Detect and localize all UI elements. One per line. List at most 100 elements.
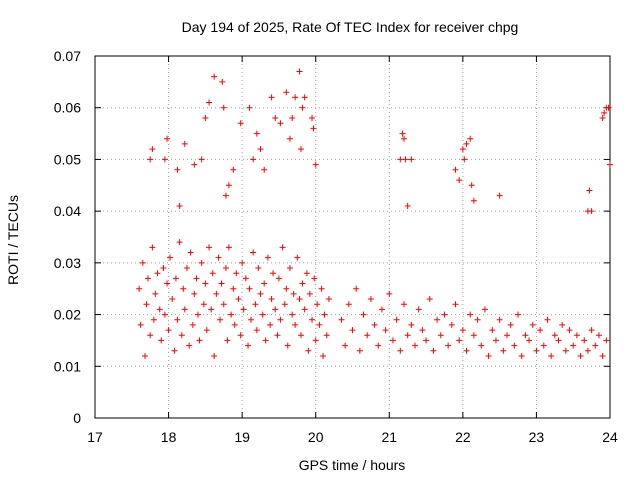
data-point — [437, 332, 444, 339]
data-point — [206, 244, 213, 251]
y-tick-label: 0.02 — [54, 307, 81, 323]
data-point — [467, 135, 474, 142]
data-point — [225, 182, 232, 189]
data-point — [292, 321, 299, 328]
grid — [95, 56, 610, 418]
data-point — [298, 146, 304, 153]
data-point — [152, 290, 159, 297]
data-point — [452, 166, 459, 173]
data-point — [511, 342, 518, 349]
data-point — [325, 296, 332, 303]
data-point — [573, 332, 580, 339]
data-point — [456, 177, 463, 184]
data-point — [222, 265, 229, 272]
data-point — [224, 337, 231, 344]
data-point — [301, 306, 308, 313]
data-point — [202, 115, 209, 122]
data-point — [165, 327, 172, 334]
data-point — [559, 321, 566, 328]
y-tick-label: 0.06 — [54, 100, 81, 116]
data-point — [286, 135, 293, 142]
data-point — [408, 156, 415, 163]
data-point — [195, 311, 201, 318]
data-point — [489, 327, 496, 334]
x-tick-label: 23 — [529, 429, 545, 445]
data-point — [289, 115, 296, 122]
data-point — [404, 332, 411, 339]
data-point — [371, 321, 378, 328]
chart-title: Day 194 of 2025, Rate Of TEC Index for r… — [182, 19, 519, 35]
data-point — [586, 187, 593, 194]
data-point — [311, 275, 318, 282]
data-point — [533, 347, 540, 354]
data-point — [167, 254, 174, 261]
data-point — [496, 192, 503, 199]
data-point — [202, 280, 209, 287]
data-point — [143, 301, 150, 308]
data-point — [378, 306, 385, 313]
data-point — [298, 332, 304, 339]
y-tick-label: 0.03 — [54, 255, 81, 271]
data-point — [174, 316, 181, 323]
data-point — [301, 94, 308, 101]
data-point — [463, 140, 470, 147]
data-point — [481, 306, 488, 313]
data-point — [215, 254, 222, 261]
data-point — [213, 290, 220, 297]
data-point — [275, 275, 282, 282]
x-tick-label: 24 — [602, 429, 618, 445]
data-point — [305, 347, 312, 354]
y-axis-title: ROTI / TECUs — [5, 195, 21, 285]
data-point — [500, 347, 507, 354]
data-point — [176, 239, 183, 246]
data-point — [445, 342, 452, 349]
data-point — [222, 192, 229, 199]
data-point — [426, 296, 433, 303]
data-point — [456, 337, 463, 344]
data-point — [588, 327, 595, 334]
data-point — [200, 301, 207, 308]
data-point — [309, 316, 316, 323]
data-point — [259, 311, 266, 318]
data-point — [607, 161, 613, 168]
data-point — [529, 321, 536, 328]
data-point — [181, 306, 188, 313]
data-point — [570, 342, 577, 349]
data-point — [246, 104, 253, 111]
data-point — [261, 166, 268, 173]
data-point — [364, 332, 371, 339]
data-point — [402, 156, 409, 163]
data-point — [470, 332, 477, 339]
data-point — [522, 332, 529, 339]
data-point — [577, 352, 584, 359]
data-point — [299, 104, 306, 111]
data-point — [393, 316, 400, 323]
data-point — [294, 254, 301, 261]
data-point — [303, 270, 310, 277]
data-point — [507, 321, 514, 328]
data-point — [209, 270, 216, 277]
data-point — [309, 115, 316, 122]
data-point — [136, 285, 143, 292]
data-point — [595, 332, 602, 339]
data-point — [296, 68, 303, 75]
x-tick-label: 22 — [455, 429, 471, 445]
data-point — [592, 342, 599, 349]
data-point — [154, 270, 161, 277]
data-point — [504, 332, 510, 339]
data-point — [183, 265, 190, 272]
data-point — [452, 301, 459, 308]
data-point — [158, 337, 165, 344]
y-tick-label: 0.05 — [54, 151, 81, 167]
data-point — [156, 306, 163, 313]
data-point — [255, 265, 262, 272]
x-tick-label: 18 — [161, 429, 177, 445]
data-point — [459, 327, 466, 334]
data-point — [434, 316, 441, 323]
data-point — [349, 327, 356, 334]
data-point — [496, 316, 503, 323]
data-point — [551, 332, 558, 339]
data-point — [274, 332, 281, 339]
data-point — [468, 182, 475, 189]
